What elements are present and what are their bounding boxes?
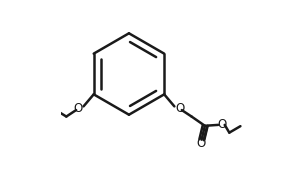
Text: O: O — [74, 102, 83, 115]
Text: O: O — [175, 102, 184, 115]
Text: O: O — [196, 137, 205, 150]
Text: O: O — [218, 118, 227, 131]
